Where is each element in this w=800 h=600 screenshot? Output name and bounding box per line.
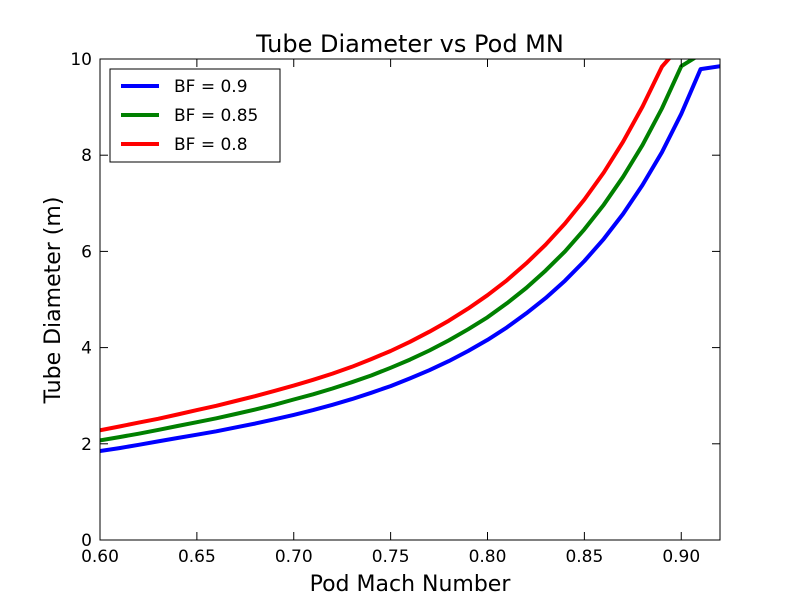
- legend-label-1: BF = 0.9: [174, 77, 248, 97]
- x-tick-label: 0.80: [469, 547, 507, 567]
- chart-title: Tube Diameter vs Pod MN: [255, 30, 564, 58]
- y-axis: 0 2 4 6 8 10: [70, 50, 720, 551]
- y-tick-label: 6: [81, 242, 92, 262]
- legend-label-3: BF = 0.8: [174, 135, 248, 155]
- x-tick-label: 0.75: [372, 547, 410, 567]
- x-tick-label: 0.60: [81, 547, 119, 567]
- x-tick-label: 0.85: [565, 547, 603, 567]
- y-axis-label: Tube Diameter (m): [41, 197, 66, 405]
- x-axis-label: Pod Mach Number: [310, 572, 512, 597]
- x-axis: 0.60 0.65 0.70 0.75 0.80 0.85 0.90: [81, 59, 700, 567]
- y-tick-label: 10: [70, 50, 92, 70]
- y-tick-label: 8: [81, 146, 92, 166]
- y-tick-label: 0: [81, 531, 92, 551]
- x-tick-label: 0.90: [662, 547, 700, 567]
- legend-label-2: BF = 0.85: [174, 106, 258, 126]
- series-line-2: [100, 59, 697, 443]
- x-tick-label: 0.70: [275, 547, 313, 567]
- y-tick-label: 2: [81, 435, 92, 455]
- legend: BF = 0.9 BF = 0.85 BF = 0.8: [109, 68, 281, 163]
- series-line-3: [100, 59, 672, 433]
- x-tick-label: 0.65: [178, 547, 216, 567]
- series-line-1: [100, 64, 720, 453]
- series-layer: [100, 59, 720, 453]
- plot-frame: [99, 58, 721, 541]
- y-tick-label: 4: [81, 339, 92, 359]
